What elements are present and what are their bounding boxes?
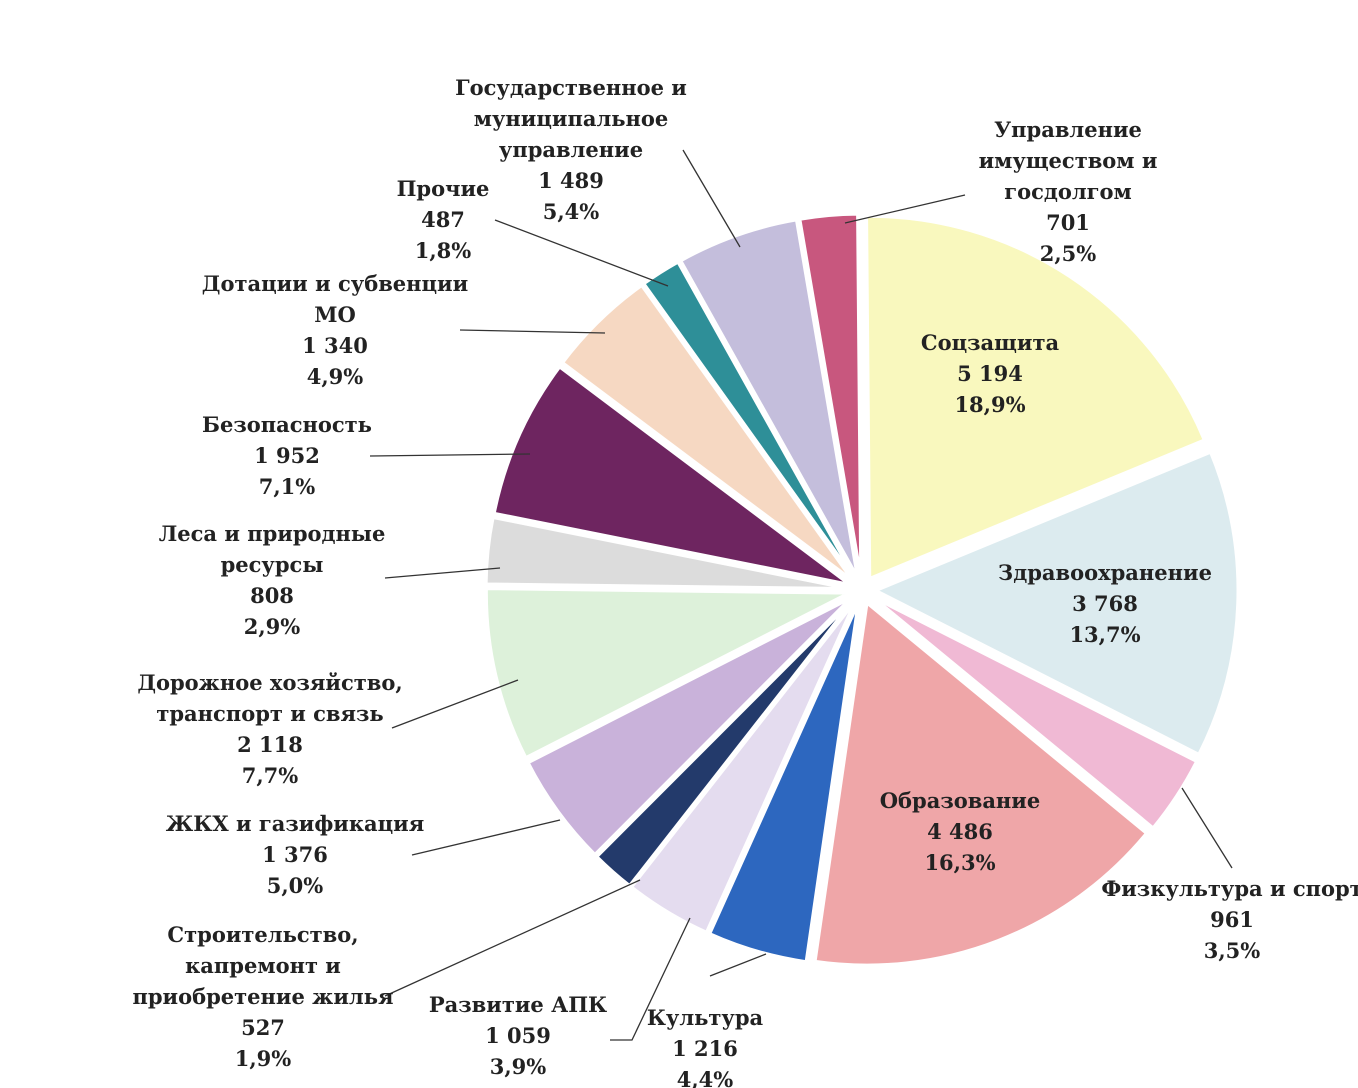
- slice-label: Физкультура и спорт 961 3,5%: [1101, 876, 1358, 963]
- slice-name: Развитие АПК: [429, 992, 607, 1017]
- slice-percent: 7,7%: [242, 763, 299, 788]
- leader-line: [844, 194, 966, 224]
- slice-value: 5 194: [957, 361, 1023, 386]
- leader-line: [709, 953, 767, 977]
- slice-name: Государственное и: [455, 75, 687, 100]
- pie-slice: [865, 214, 1207, 581]
- slice-value: 2 118: [237, 732, 303, 757]
- slice-name: Соцзащита: [921, 330, 1060, 355]
- slice-name: Образование: [880, 788, 1041, 813]
- slice-value: 527: [241, 1015, 285, 1040]
- slice-percent: 7,1%: [259, 474, 316, 499]
- slice-label: Образование 4 486 16,3%: [880, 788, 1041, 875]
- pie-slice: [798, 212, 863, 577]
- pie-slice: [813, 600, 1149, 967]
- slice-percent: 2,5%: [1040, 241, 1097, 266]
- pie-slice: [594, 599, 854, 888]
- leader-line: [384, 567, 501, 579]
- slice-name: приобретение жилья: [132, 984, 393, 1009]
- slice-value: 1 216: [672, 1036, 738, 1061]
- pie-slice: [707, 602, 860, 964]
- pie-slice: [872, 596, 1199, 830]
- leader-line: [369, 453, 531, 457]
- slice-name: муниципальное: [474, 106, 669, 131]
- slice-percent: 16,3%: [924, 850, 995, 875]
- slice-value: 961: [1210, 907, 1254, 932]
- slice-label: Безопасность 1 952 7,1%: [202, 412, 372, 499]
- pie-slice: [678, 218, 859, 578]
- slice-value: 4 486: [927, 819, 993, 844]
- slice-percent: 3,5%: [1204, 938, 1261, 963]
- slice-label: Развитие АПК 1 059 3,9%: [429, 992, 607, 1079]
- slice-name: Прочие: [397, 176, 490, 201]
- slice-percent: 13,7%: [1069, 622, 1140, 647]
- slice-label: Управление имуществом и госдолгом 701 2,5%: [979, 117, 1158, 266]
- slice-name: ресурсы: [221, 552, 324, 577]
- slice-name: имуществом и: [979, 148, 1158, 173]
- slice-name: управление: [499, 137, 643, 162]
- slice-value: 1 489: [538, 168, 604, 193]
- slice-name: транспорт и связь: [156, 701, 383, 726]
- slice-name: Леса и природные: [159, 521, 386, 546]
- slice-percent: 4,4%: [677, 1067, 734, 1088]
- slice-label: Здравоохранение 3 768 13,7%: [998, 560, 1212, 647]
- slice-percent: 2,9%: [244, 614, 301, 639]
- slice-name: ЖКХ и газификация: [166, 811, 425, 836]
- pie-slice: [629, 601, 857, 935]
- slice-label: Прочие 487 1,8%: [397, 176, 490, 263]
- slice-name: Здравоохранение: [998, 560, 1212, 585]
- slice-value: 808: [250, 583, 294, 608]
- slice-value: 1 952: [254, 443, 320, 468]
- slice-name: Строительство,: [167, 922, 358, 947]
- slice-label: Соцзащита 5 194 18,9%: [921, 330, 1060, 417]
- slice-name: МО: [314, 302, 356, 327]
- slice-value: 1 340: [302, 333, 368, 358]
- slice-percent: 5,4%: [543, 199, 600, 224]
- pie-slice: [492, 364, 851, 586]
- pie-slice: [560, 283, 854, 582]
- slice-percent: 1,9%: [235, 1046, 292, 1071]
- slice-label: Культура 1 216 4,4%: [647, 1005, 764, 1088]
- slice-label: Строительство, капремонт и приобретение жи…: [132, 922, 393, 1071]
- pie-labels: Соцзащита 5 194 18,9% Здравоохранение 3 768 1…: [132, 75, 1358, 1088]
- slice-percent: 3,9%: [490, 1054, 547, 1079]
- leader-line: [610, 917, 691, 1041]
- slice-percent: 18,9%: [954, 392, 1025, 417]
- slice-value: 1 059: [485, 1023, 551, 1048]
- pie-slice: [872, 450, 1240, 757]
- leader-line: [1181, 787, 1233, 869]
- slice-label: Леса и природные ресурсы 808 2,9%: [159, 521, 386, 639]
- leader-line: [384, 879, 641, 997]
- slice-percent: 4,9%: [307, 364, 364, 389]
- slice-label: Дотации и субвенции МО 1 340 4,9%: [202, 271, 468, 389]
- pie-slice: [526, 596, 852, 857]
- leader-line: [682, 149, 741, 248]
- slice-name: Культура: [647, 1005, 764, 1030]
- slice-name: госдолгом: [1004, 179, 1132, 204]
- slice-name: Безопасность: [202, 412, 372, 437]
- slice-name: Физкультура и спорт: [1101, 876, 1358, 901]
- slice-value: 487: [421, 207, 465, 232]
- leader-line: [494, 219, 669, 287]
- leader-line: [411, 819, 561, 856]
- slice-label: Дорожное хозяйство, транспорт и связь 2 11…: [137, 670, 402, 788]
- pie-slice: [641, 260, 856, 580]
- leader-line: [459, 329, 606, 334]
- slice-name: Управление: [994, 117, 1142, 142]
- leader-line: [391, 679, 519, 729]
- slice-name: капремонт и: [185, 953, 341, 978]
- pie-slices: [484, 212, 1240, 967]
- pie-slice: [484, 587, 850, 760]
- slice-percent: 5,0%: [267, 873, 324, 898]
- slice-value: 1 376: [262, 842, 328, 867]
- slice-value: 3 768: [1072, 591, 1138, 616]
- slice-name: Дорожное хозяйство,: [137, 670, 402, 695]
- pie-slice: [484, 515, 849, 591]
- slice-label: ЖКХ и газификация 1 376 5,0%: [166, 811, 425, 898]
- slice-percent: 1,8%: [415, 238, 472, 263]
- slice-name: Дотации и субвенции: [202, 271, 468, 296]
- slice-label: Государственное и муниципальное управление…: [455, 75, 687, 224]
- slice-value: 701: [1046, 210, 1090, 235]
